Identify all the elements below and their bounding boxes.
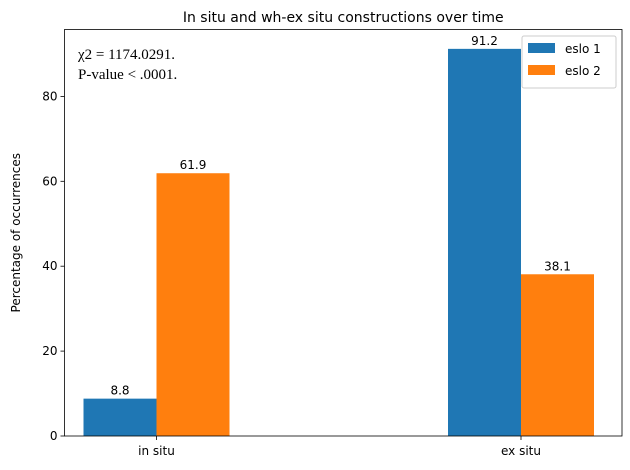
plot-area: 8.8 91.2 61.9 38.1 0 20 40 60 80 in situ ex situ xyxy=(42,29,623,458)
axes-frame xyxy=(64,29,623,437)
legend-swatch-eslo-1 xyxy=(528,43,555,53)
legend-label-eslo-1: eslo 1 xyxy=(565,42,601,56)
bar-eslo-2-in-situ xyxy=(156,173,230,436)
legend: eslo 1 eslo 2 xyxy=(521,35,617,89)
stat-annotation-chi2: χ2 = 1174.0291. xyxy=(77,47,175,63)
bar-eslo-1-in-situ xyxy=(83,398,157,436)
y-tick-label: 60 xyxy=(42,174,57,188)
y-tick-label: 40 xyxy=(42,259,57,273)
stat-annotation-pvalue: P-value < .0001. xyxy=(78,67,177,83)
y-axis-label: Percentage of occurrences xyxy=(9,153,23,312)
bar-value-label-eslo-1-in-situ: 8.8 xyxy=(110,384,129,398)
y-tick-label: 0 xyxy=(50,429,58,443)
y-tick-label: 20 xyxy=(42,344,57,358)
x-tick-label: ex situ xyxy=(501,444,541,458)
chart-title: In situ and wh-ex situ constructions ove… xyxy=(183,10,504,26)
x-tick-label: in situ xyxy=(138,444,175,458)
bar-value-label-eslo-2-in-situ: 61.9 xyxy=(180,158,207,172)
legend-swatch-eslo-2 xyxy=(528,65,555,75)
legend-label-eslo-2: eslo 2 xyxy=(565,64,601,78)
bar-eslo-2-ex-situ xyxy=(521,274,594,436)
bar-value-label-eslo-1-ex-situ: 91.2 xyxy=(471,34,498,48)
y-tick-label: 80 xyxy=(42,89,57,103)
bar-value-label-eslo-2-ex-situ: 38.1 xyxy=(544,259,571,273)
bar-eslo-1-ex-situ xyxy=(448,48,521,436)
